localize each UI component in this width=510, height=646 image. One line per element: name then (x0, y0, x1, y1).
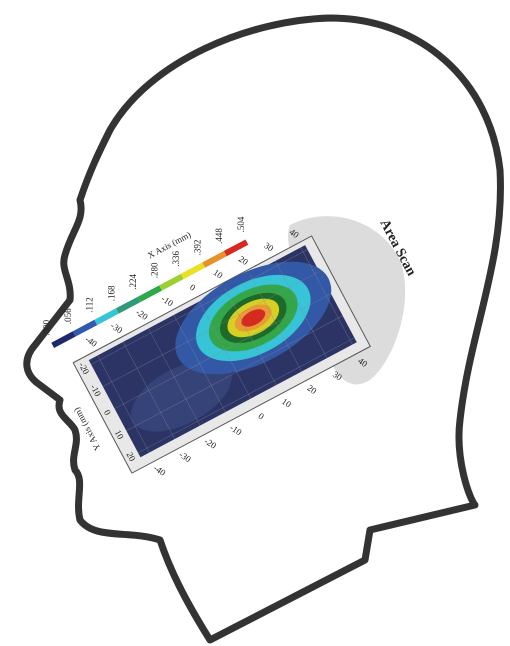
y-tick-label: 0 (102, 408, 113, 417)
grid-line (102, 271, 320, 387)
colorbar-label: .280 (149, 262, 159, 278)
colorbar-segment (115, 296, 141, 314)
x-tick-label: 10 (280, 396, 293, 410)
colorbar-label: .336 (171, 251, 181, 267)
x-tick-label: -40 (83, 334, 99, 349)
x-tick-label: -10 (228, 422, 244, 437)
colorbar-segment (72, 319, 98, 337)
contour (241, 309, 266, 327)
grid-line (114, 293, 332, 409)
x-tick-label: -20 (134, 307, 150, 322)
colorbar-label: .168 (106, 285, 116, 301)
colorbar-label: .504 (236, 216, 246, 232)
colorbar-segment (51, 331, 76, 349)
colorbar-label: .448 (214, 228, 224, 244)
x-tick-label: -30 (177, 449, 193, 464)
colorbar-label: .392 (193, 240, 203, 256)
grid-line (126, 315, 343, 431)
colorbar-label: .000 (42, 319, 52, 335)
colorbar-label: .112 (85, 297, 95, 312)
x-axis-label: X Axis (mm) (146, 229, 193, 260)
x-tick-label: 20 (237, 254, 250, 268)
x-tick-label: 0 (188, 282, 198, 293)
colorbar-segment (159, 273, 184, 291)
x-tick-label: -10 (160, 293, 176, 308)
colorbar-segment (202, 250, 227, 268)
colorbar-label: .056 (63, 308, 73, 324)
x-tick-label: 20 (305, 383, 318, 397)
grid-line (137, 337, 355, 454)
colorbar-segment (180, 262, 206, 280)
colorbar-segment (223, 239, 249, 257)
head-outline (23, 14, 504, 644)
grid-line (91, 249, 308, 365)
colorbar-segment (137, 285, 162, 303)
contour (131, 360, 232, 432)
x-tick-label: 10 (212, 267, 225, 281)
scan-plot: Area Scan X Axis (mm) Y Axis (mm) .000.0… (42, 216, 419, 478)
colorbar-label: .224 (128, 274, 138, 290)
x-tick-label: -20 (203, 436, 219, 451)
x-tick-label: -30 (109, 320, 125, 335)
colorbar-segment (94, 308, 119, 326)
x-tick-label: 30 (262, 240, 275, 254)
x-tick-label: -40 (152, 463, 168, 478)
x-tick-label: 0 (257, 411, 267, 422)
